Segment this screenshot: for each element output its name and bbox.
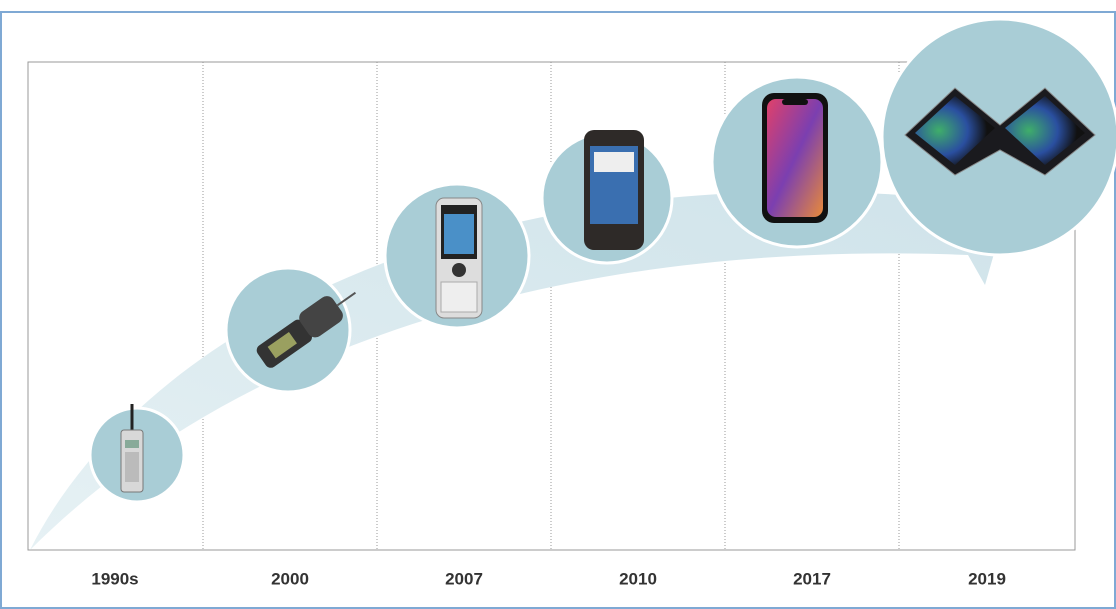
phone-2019 — [904, 87, 1096, 176]
year-label: 2019 — [968, 569, 1006, 588]
phone-2010 — [584, 130, 644, 250]
year-label: 1990s — [91, 569, 138, 588]
phone-1990s — [120, 404, 144, 493]
phone-2017 — [762, 93, 828, 223]
frame — [0, 11, 1116, 609]
year-label: 2007 — [445, 569, 483, 588]
phone-circles — [88, 17, 1116, 504]
year-label: 2010 — [619, 569, 657, 588]
phone-2000 — [256, 291, 357, 368]
year-label: 2000 — [271, 569, 309, 588]
phone-2007 — [435, 197, 483, 319]
year-label: 2017 — [793, 569, 831, 588]
